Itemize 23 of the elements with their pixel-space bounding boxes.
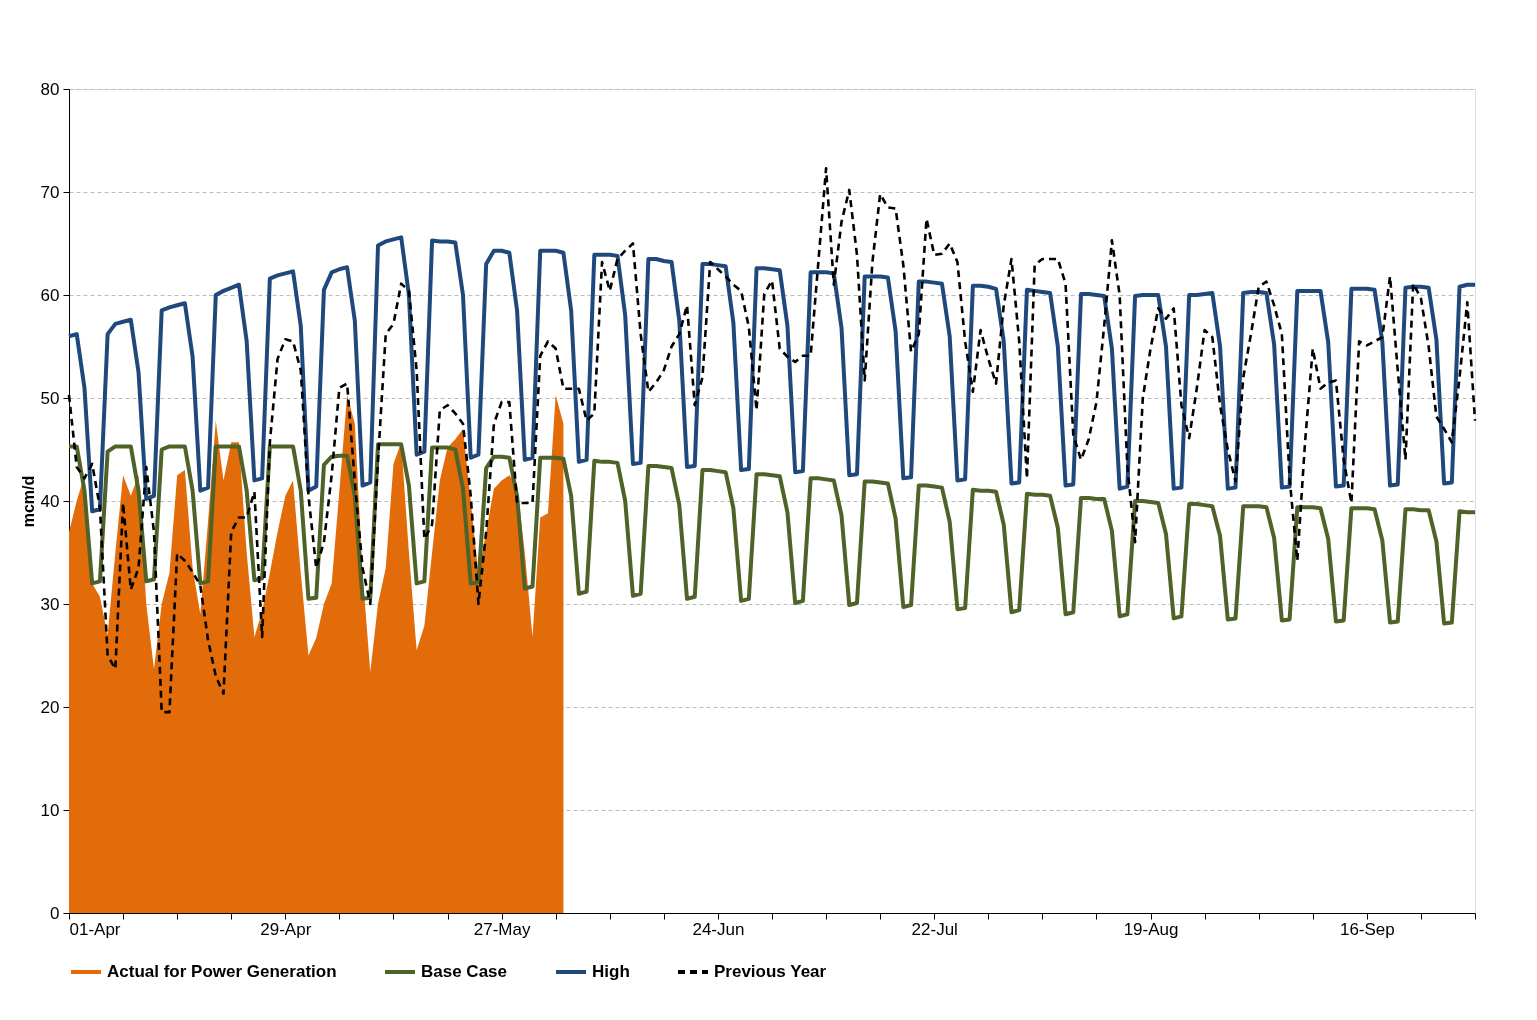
x-tick-label: 27-May (473, 919, 531, 939)
x-tick-label: 01-Apr (69, 919, 121, 939)
y-tick-label: 30 (40, 594, 60, 614)
line-series (67, 235, 1477, 514)
line-series (67, 442, 1477, 626)
y-tick-label: 10 (40, 800, 60, 820)
x-tick-label: 16-Sep (1339, 919, 1395, 939)
x-tick-label: 19-Aug (1123, 919, 1179, 939)
y-tick-label: 50 (40, 388, 60, 408)
y-tick-label: 0 (50, 903, 60, 923)
x-tick-label: 29-Apr (260, 919, 312, 939)
y-axis-title: mcm/d (19, 475, 37, 528)
legend-label: High (592, 962, 630, 981)
y-tick-label: 80 (40, 79, 60, 99)
y-tick-label: 20 (40, 697, 60, 717)
legend-label: Previous Year (714, 962, 827, 981)
x-tick-label: 22-Jul (911, 919, 958, 939)
legend-label: Actual for Power Generation (107, 962, 337, 981)
y-tick-label: 70 (40, 182, 60, 202)
y-tick-label: 60 (40, 285, 60, 305)
y-tick-label: 40 (40, 491, 60, 511)
legend-label: Base Case (421, 962, 508, 981)
x-tick-label: 24-Jun (692, 919, 745, 939)
